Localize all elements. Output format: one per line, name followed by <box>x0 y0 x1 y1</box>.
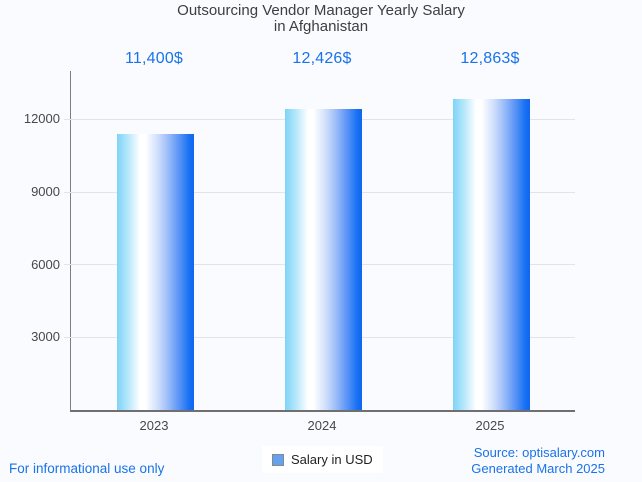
y-axis-tick-label: 3000 <box>31 329 60 345</box>
legend-label: Salary in USD <box>291 452 373 467</box>
y-axis-tick-label: 12000 <box>23 111 60 127</box>
chart-title-line1: Outsourcing Vendor Manager Yearly Salary <box>177 2 465 19</box>
generated-date: Generated March 2025 <box>471 461 605 476</box>
bar-2023[interactable] <box>116 133 194 410</box>
source-link[interactable]: Source: optisalary.com <box>473 445 605 460</box>
source-block: Source: optisalary.com Generated March 2… <box>471 445 605 477</box>
legend: Salary in USD <box>262 446 383 473</box>
y-axis-tick-label: 9000 <box>31 184 60 200</box>
bar-value-label: 12,863$ <box>460 50 520 67</box>
x-axis-tick-label: 2024 <box>307 418 337 433</box>
plot-area <box>64 71 575 412</box>
bar-2024[interactable] <box>284 109 362 410</box>
legend-swatch-icon <box>272 453 284 466</box>
x-axis-tick-label: 2025 <box>475 418 505 433</box>
chart-title: Outsourcing Vendor Manager Yearly Salary… <box>0 3 642 35</box>
chart-title-line2: in Afghanistan <box>273 18 369 35</box>
bar-value-label: 11,400$ <box>124 50 184 67</box>
x-axis-tick-label: 2023 <box>139 418 169 433</box>
y-axis-tick-label: 6000 <box>31 256 60 272</box>
bar-2025[interactable] <box>452 98 530 410</box>
disclaimer-note: For informational use only <box>9 461 165 476</box>
bar-value-label: 12,426$ <box>292 50 352 67</box>
